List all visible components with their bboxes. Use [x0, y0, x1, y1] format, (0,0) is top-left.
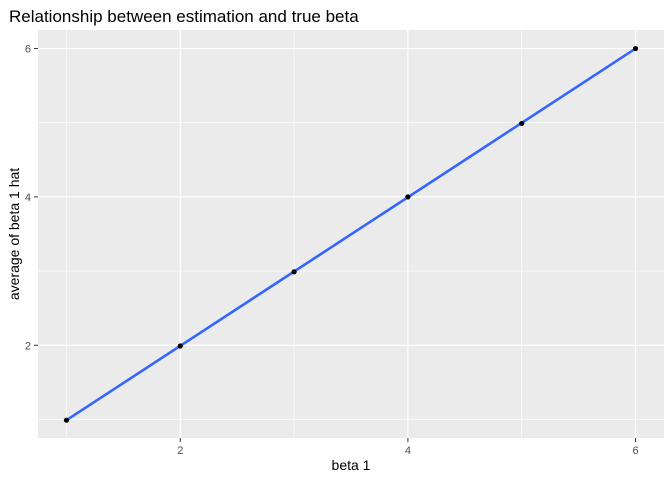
y-tick-label-2: 6: [25, 44, 31, 56]
x-axis-title: beta 1: [332, 457, 371, 473]
x-axis-ticks: 2 4 6: [177, 438, 639, 457]
chart-title: Relationship between estimation and true…: [9, 7, 359, 26]
grid-major: [38, 30, 664, 438]
data-point-3: [405, 194, 411, 200]
fit-line-group: [65, 47, 637, 422]
data-point-2: [291, 269, 297, 275]
data-point-4: [519, 120, 525, 127]
data-point-5: [632, 45, 639, 52]
fit-line: [65, 47, 637, 422]
data-point-0: [63, 417, 70, 423]
y-tick-label-1: 4: [25, 192, 31, 204]
data-point-1: [177, 343, 183, 349]
data-points: [63, 45, 639, 423]
x-tick-label-2: 6: [632, 445, 638, 457]
y-tick-label-0: 2: [25, 340, 31, 352]
x-tick-label-0: 2: [177, 445, 183, 457]
grid-minor: [38, 30, 664, 438]
y-axis-title: average of beta 1 hat: [6, 168, 22, 300]
x-tick-label-1: 4: [405, 445, 411, 457]
y-axis-ticks: 2 4 6: [25, 44, 38, 352]
